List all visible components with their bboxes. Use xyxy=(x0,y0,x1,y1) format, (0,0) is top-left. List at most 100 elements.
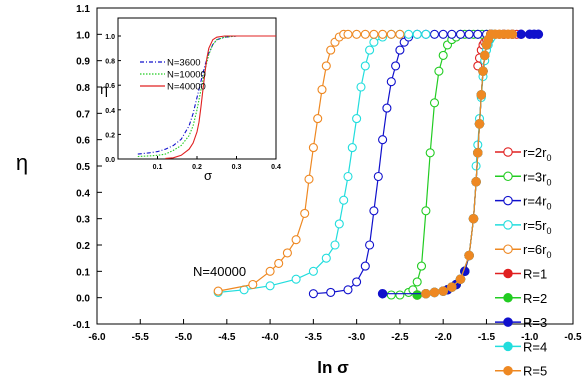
annotation-n40000: N=40000 xyxy=(193,264,246,279)
data-point xyxy=(468,213,479,224)
y-tick-label: 0.5 xyxy=(76,162,90,173)
inset-legend-entry: N=10000 xyxy=(140,70,206,81)
y-tick-label: 0.9 xyxy=(76,57,90,68)
data-point xyxy=(474,119,485,129)
legend-entry: R=2 xyxy=(495,291,547,306)
inset-legend-label: N=40000 xyxy=(167,82,206,93)
x-tick-label: -6.0 xyxy=(88,332,106,343)
data-point xyxy=(473,29,483,39)
data-point xyxy=(447,282,457,292)
inset-y-tick-label: 1.0 xyxy=(105,34,115,41)
data-point xyxy=(343,285,353,295)
legend-entry: r=4r0 xyxy=(495,194,552,212)
data-point xyxy=(438,286,448,296)
inset-x-tick-label: 0.4 xyxy=(271,164,281,171)
y-tick-label: 0.1 xyxy=(76,267,90,278)
inset-y-tick-label: 0.8 xyxy=(105,59,115,66)
data-point xyxy=(308,289,318,299)
legend-marker xyxy=(503,244,513,254)
data-point xyxy=(265,281,275,291)
data-point xyxy=(356,82,366,92)
data-point xyxy=(471,177,481,187)
x-tick-label: -3.5 xyxy=(305,332,323,343)
x-tick-label: -0.5 xyxy=(564,332,582,343)
y-tick-label: 0.0 xyxy=(76,294,90,305)
x-tick-label: -4.0 xyxy=(261,332,279,343)
legend-marker xyxy=(503,171,513,182)
main-axes-ticks: -6.0 -5.5 -5.0 -4.5 -4.0 -3.5 -3.0 -2.5 -2.0 -1.5… xyxy=(73,4,582,343)
data-point xyxy=(412,277,422,287)
data-point xyxy=(360,61,370,71)
data-point xyxy=(464,29,474,39)
x-axis-label: ln σ xyxy=(317,358,349,377)
legend-entry: r=5r0 xyxy=(495,218,552,236)
data-point xyxy=(421,288,431,299)
data-point xyxy=(516,29,526,40)
inset-x-tick-label: 0.2 xyxy=(192,164,202,171)
x-tick-label: -4.5 xyxy=(218,332,236,343)
inset-plot-series xyxy=(137,35,276,159)
series-R=3 xyxy=(377,29,544,299)
data-point xyxy=(360,29,370,39)
inset-y-axis-label: η xyxy=(100,81,108,97)
x-tick-label: -1.0 xyxy=(521,332,539,343)
data-point xyxy=(321,61,331,71)
data-point xyxy=(282,248,292,258)
y-tick-label: 0.4 xyxy=(76,188,90,199)
data-point xyxy=(455,29,466,39)
main-legend: r=2r0 r=3r0 r=4r0 r=5r0 r=6r0 R=1 R=2 R=3 R=4 R=5 xyxy=(495,145,552,379)
y-tick-label: 0.7 xyxy=(76,109,90,120)
data-point xyxy=(300,208,310,218)
data-point xyxy=(291,235,301,245)
x-tick-label: -2.0 xyxy=(435,332,453,343)
inset-y-tick-label: 0.4 xyxy=(105,108,115,115)
y-axis-label: η xyxy=(16,150,28,175)
main-plot-series xyxy=(213,29,544,300)
data-point xyxy=(352,114,362,124)
data-point xyxy=(425,148,435,158)
x-tick-label: -2.5 xyxy=(391,332,409,343)
data-point xyxy=(373,171,383,182)
data-point xyxy=(391,61,401,71)
legend-label: R=3 xyxy=(523,315,547,330)
data-point xyxy=(447,29,457,39)
data-point xyxy=(317,85,327,95)
inset-y-tick-label: 0.0 xyxy=(105,157,115,164)
legend-label: R=5 xyxy=(523,364,547,379)
data-point xyxy=(429,29,440,39)
data-point xyxy=(334,219,344,229)
series-r=5r0 xyxy=(213,29,431,297)
data-point xyxy=(412,29,422,39)
data-point xyxy=(533,29,544,40)
legend-label: r=5r0 xyxy=(523,218,552,236)
data-point xyxy=(395,290,405,300)
data-point xyxy=(455,274,466,284)
data-point xyxy=(395,45,405,55)
data-point xyxy=(434,66,444,76)
data-point xyxy=(378,29,388,39)
data-point xyxy=(347,143,357,153)
data-point xyxy=(386,77,396,87)
inset-axes-ticks: 0.1 0.2 0.3 0.4 0.0 0.2 0.4 0.6 0.8 1.0 xyxy=(105,34,281,171)
series-line xyxy=(382,33,539,295)
y-tick-label: 0.2 xyxy=(76,241,90,252)
legend-entry: r=6r0 xyxy=(495,242,552,260)
legend-entry: r=3r0 xyxy=(495,169,552,187)
data-point xyxy=(416,261,427,271)
data-point xyxy=(213,286,223,296)
inset-legend-entry: N=3600 xyxy=(140,58,201,69)
inset-y-tick-label: 0.6 xyxy=(105,83,115,90)
inset-y-tick-label: 0.2 xyxy=(105,132,115,139)
data-point xyxy=(507,29,518,40)
data-point xyxy=(291,274,301,284)
data-point xyxy=(404,29,414,39)
x-tick-label: -5.5 xyxy=(132,332,150,343)
data-point xyxy=(265,266,275,276)
inset-series-N=40000 xyxy=(165,35,276,159)
y-tick-label: 0.6 xyxy=(76,136,90,147)
legend-entry: R=4 xyxy=(495,339,547,354)
data-point xyxy=(274,258,284,268)
data-point xyxy=(421,206,431,216)
